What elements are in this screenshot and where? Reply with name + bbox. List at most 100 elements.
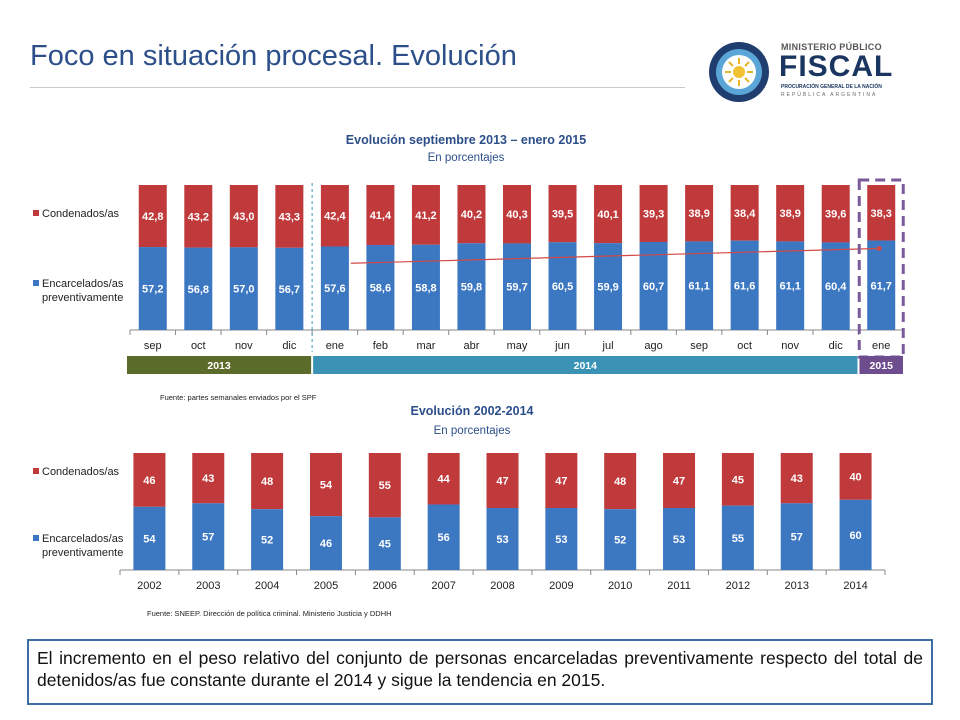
chart2-label-encarcelados: 52: [261, 535, 273, 547]
chart2-bar-condenados: [309, 453, 342, 517]
chart2-bar-encarcelados: [309, 516, 342, 570]
chart2-label-condenados: 47: [496, 475, 508, 487]
chart1-bar-encarcelados: [411, 244, 440, 330]
chart2-bar-encarcelados: [839, 499, 872, 570]
chart1-label-encarcelados: 60,4: [825, 281, 847, 293]
logo-line-republica: REPÚBLICA ARGENTINA: [781, 92, 878, 98]
chart1-label-encarcelados: 61,1: [779, 281, 800, 293]
chart2-category-label: 2013: [784, 580, 808, 592]
legend-label-encarcelados: Encarcelados/as: [42, 278, 124, 290]
chart1-bar-condenados: [229, 185, 258, 248]
logo-line-ministerio: MINISTERIO PÚBLICO: [781, 42, 882, 52]
legend-swatch-condenados: [33, 210, 39, 216]
chart2-category-label: 2014: [843, 580, 867, 592]
chart1-bar-condenados: [138, 185, 167, 248]
chart2-bar-condenados: [133, 453, 166, 507]
chart2-label-encarcelados: 53: [673, 534, 685, 546]
logo-line-fiscal: FISCAL: [779, 50, 894, 83]
chart1-bar-condenados: [457, 185, 486, 244]
chart1-label-condenados: 42,4: [324, 211, 346, 223]
chart1-trend-end-marker: [876, 245, 882, 251]
chart1-bar-condenados: [821, 185, 850, 243]
chart1-label-encarcelados: 60,7: [643, 281, 664, 293]
summary-text-box: El incremento en el peso relativo del co…: [27, 639, 933, 705]
legend-swatch-encarcelados: [33, 535, 39, 541]
chart1-label-condenados: 39,6: [825, 209, 846, 221]
chart2-title: Evolución 2002-2014: [411, 404, 534, 418]
chart1-year-band-2014: [313, 356, 858, 374]
chart2-category-label: 2008: [490, 580, 514, 592]
chart2-source-note: Fuente: SNEEP. Dirección de política cri…: [147, 609, 392, 618]
chart2-label-condenados: 45: [732, 474, 744, 486]
chart2-label-condenados: 43: [791, 473, 803, 485]
chart1-bar-encarcelados: [138, 247, 167, 330]
chart1-bar-encarcelados: [685, 241, 714, 330]
chart2-label-condenados: 44: [438, 474, 451, 486]
chart1-bar-encarcelados: [730, 240, 759, 330]
chart1-category-label: feb: [373, 340, 388, 352]
chart2-label-encarcelados: 53: [555, 534, 567, 546]
chart1-year-label-2013: 2013: [207, 360, 231, 372]
chart2-category-label: 2005: [314, 580, 338, 592]
chart1-bar-encarcelados: [184, 247, 213, 330]
chart1-year-band-2013: [127, 356, 312, 374]
chart2-label-encarcelados: 60: [849, 530, 861, 542]
page-title: Foco en situación procesal. Evolución: [30, 40, 517, 72]
chart1-label-encarcelados: 56,8: [188, 284, 209, 296]
chart2-label-encarcelados: 57: [202, 532, 214, 544]
chart2-category-label: 2011: [667, 580, 691, 592]
chart1-bar-encarcelados: [821, 242, 850, 330]
chart1-label-condenados: 39,5: [552, 209, 573, 221]
chart1-label-condenados: 40,3: [506, 209, 527, 221]
chart1-bar-encarcelados: [457, 243, 486, 330]
chart1-label-condenados: 41,4: [370, 210, 392, 222]
chart1-source-note: Fuente: partes semanales enviados por el…: [160, 393, 317, 402]
chart1-label-condenados: 39,3: [643, 208, 664, 220]
chart1-label-encarcelados: 57,2: [142, 284, 163, 296]
chart2-label-condenados: 54: [320, 480, 333, 492]
chart2-bar-encarcelados: [545, 507, 578, 570]
chart1-label-encarcelados: 61,6: [734, 280, 755, 292]
chart2-bar-condenados: [545, 453, 578, 508]
chart2-bar-condenados: [663, 453, 696, 508]
chart2-label-encarcelados: 53: [496, 534, 508, 546]
chart2-category-label: 2003: [196, 580, 220, 592]
chart2-label-condenados: 47: [673, 475, 685, 487]
chart1-label-condenados: 38,4: [734, 208, 756, 220]
chart2-label-encarcelados: 52: [614, 535, 626, 547]
chart1-bar-encarcelados: [366, 245, 395, 330]
monthly-evolution-chart: Evolución septiembre 2013 – enero 2015 En…: [33, 133, 905, 402]
chart2-subtitle: En porcentajes: [434, 425, 511, 437]
chart1-bar-condenados: [411, 185, 440, 245]
chart2-bar-condenados: [604, 453, 637, 510]
chart1-label-condenados: 41,2: [415, 210, 436, 222]
title-divider: [30, 87, 685, 88]
chart1-label-condenados: 40,2: [461, 209, 482, 221]
legend-swatch-encarcelados: [33, 280, 39, 286]
chart1-bar-condenados: [776, 185, 805, 242]
annual-evolution-chart: Evolución 2002-2014 En porcentajes Condena…: [33, 404, 886, 618]
chart2-bar-encarcelados: [663, 507, 696, 570]
chart2-category-label: 2009: [549, 580, 573, 592]
chart1-bar-condenados: [730, 185, 759, 241]
chart1-category-label: mar: [416, 340, 435, 352]
chart1-category-label: ene: [872, 340, 890, 352]
chart2-bar-encarcelados: [604, 509, 637, 570]
chart1-year-label-2014: 2014: [574, 360, 598, 372]
chart2-bar-encarcelados: [192, 503, 225, 570]
chart1-bar-encarcelados: [639, 241, 668, 330]
sun-emblem-icon: [709, 42, 769, 102]
chart1-bar-encarcelados: [320, 246, 349, 330]
chart2-bar-encarcelados: [780, 503, 813, 570]
chart1-label-encarcelados: 59,9: [597, 282, 618, 294]
chart1-label-encarcelados: 58,6: [370, 283, 391, 295]
chart1-bar-condenados: [275, 185, 304, 248]
chart2-label-condenados: 40: [849, 471, 861, 483]
chart1-label-condenados: 38,3: [871, 208, 892, 220]
chart1-label-condenados: 43,0: [233, 211, 254, 223]
chart2-label-condenados: 48: [614, 476, 626, 488]
chart2-bar-condenados: [486, 453, 519, 508]
chart1-category-label: dic: [829, 340, 844, 352]
legend-swatch-condenados: [33, 468, 39, 474]
chart1-subtitle: En porcentajes: [428, 152, 505, 164]
